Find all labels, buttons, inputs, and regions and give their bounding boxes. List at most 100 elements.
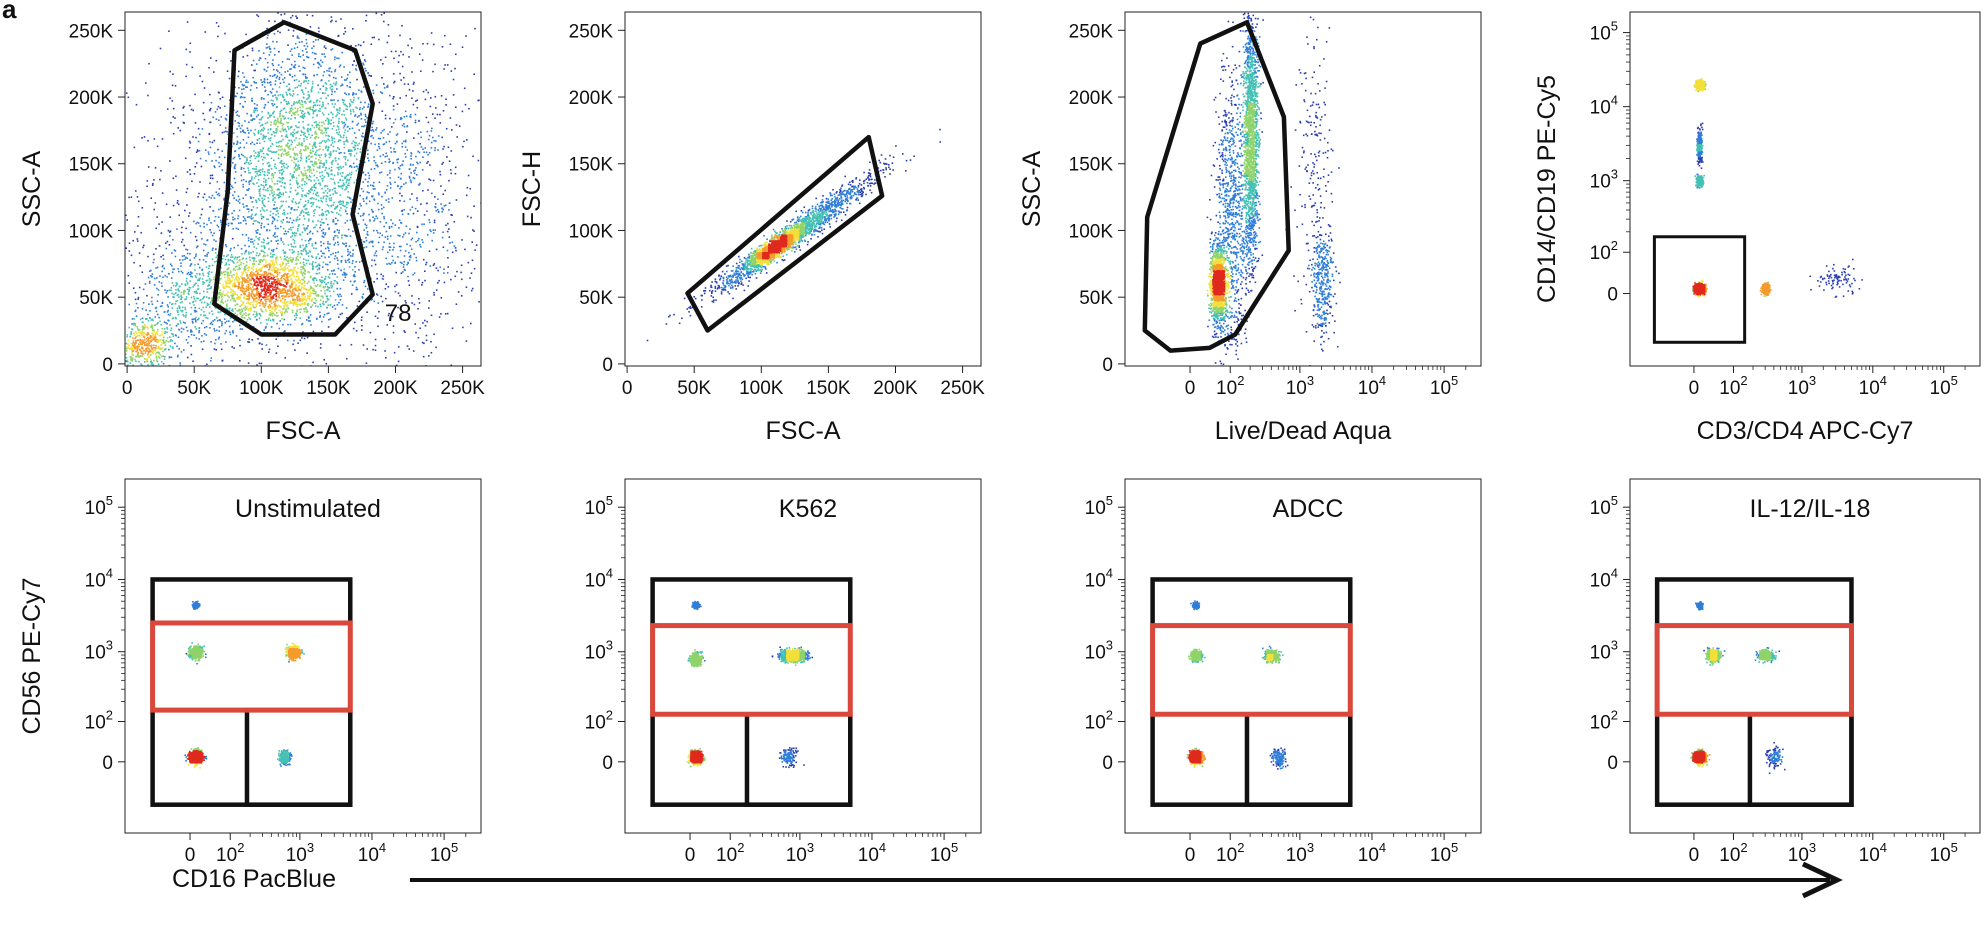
event-dot <box>239 127 242 130</box>
event-dot <box>275 352 278 354</box>
event-dot <box>185 339 188 341</box>
event-dot <box>414 323 416 325</box>
event-dot <box>285 111 287 114</box>
event-dot <box>330 89 333 91</box>
event-dot <box>279 320 281 322</box>
event-dot <box>300 134 302 137</box>
event-dot <box>388 246 390 248</box>
event-dot <box>373 198 375 200</box>
event-dot <box>386 155 388 157</box>
event-dot <box>362 41 365 43</box>
event-dot <box>324 82 327 84</box>
event-dot <box>317 124 319 126</box>
event-dot <box>256 319 258 321</box>
event-dot <box>253 177 256 179</box>
event-dot <box>275 258 277 260</box>
event-dot <box>306 14 308 16</box>
event-dot <box>202 319 204 322</box>
event-dot <box>417 239 419 242</box>
event-dot <box>281 314 283 317</box>
event-dot <box>320 160 322 162</box>
event-dot <box>128 326 130 329</box>
event-dot <box>233 197 235 199</box>
event-dot <box>283 162 285 165</box>
event-dot <box>434 147 436 149</box>
event-dot <box>387 286 390 288</box>
event-dot <box>395 364 398 366</box>
event-dot <box>330 119 332 122</box>
event-dot <box>314 261 317 264</box>
event-dot <box>252 217 254 219</box>
event-dot <box>281 311 284 313</box>
event-dot <box>287 89 290 91</box>
event-dot <box>168 244 171 246</box>
event-dot <box>371 184 374 187</box>
event-dot <box>218 188 221 190</box>
event-dot <box>200 213 203 216</box>
event-dot <box>135 190 137 192</box>
event-dot <box>248 316 250 319</box>
event-dot <box>307 201 309 204</box>
event-dot <box>158 245 161 247</box>
event-dot <box>409 163 412 166</box>
event-dot <box>467 174 470 177</box>
event-dot <box>372 137 375 139</box>
event-dot <box>414 169 416 171</box>
event-dot <box>295 202 298 205</box>
event-dot <box>298 80 300 83</box>
event-dot <box>300 271 303 273</box>
event-dot <box>221 359 224 362</box>
event-dot <box>257 243 259 245</box>
event-dot <box>302 66 304 69</box>
event-dot <box>301 89 304 91</box>
event-dot <box>401 25 403 27</box>
event-dot <box>313 282 315 285</box>
event-dot <box>262 255 265 258</box>
event-dot <box>237 228 239 230</box>
event-dot <box>362 62 364 65</box>
event-dot <box>232 297 234 300</box>
event-dot <box>266 61 269 64</box>
event-dot <box>129 335 131 338</box>
event-dot <box>307 259 309 262</box>
event-dot <box>168 364 171 366</box>
event-dot <box>254 316 256 318</box>
event-dot <box>344 162 347 164</box>
event-dot <box>341 84 344 86</box>
event-dot <box>220 207 222 210</box>
event-dot <box>372 245 374 248</box>
event-dot <box>344 205 346 208</box>
event-dot <box>392 122 395 124</box>
event-dot <box>255 155 258 158</box>
event-dot <box>302 279 305 281</box>
event-dot <box>300 283 303 285</box>
event-dot <box>373 281 375 283</box>
event-dot <box>169 97 171 100</box>
event-dot <box>430 130 433 132</box>
event-dot <box>291 311 294 314</box>
event-dot <box>170 121 172 124</box>
event-dot <box>243 313 245 315</box>
event-dot <box>310 287 313 289</box>
event-dot <box>261 128 263 131</box>
event-dot <box>321 180 324 182</box>
event-dot <box>384 155 387 158</box>
event-dot <box>345 104 347 107</box>
event-dot <box>239 312 241 314</box>
event-dot <box>278 180 281 183</box>
event-dot <box>152 363 155 366</box>
event-dot <box>126 361 129 363</box>
event-dot <box>237 75 239 78</box>
event-dot <box>280 140 283 143</box>
event-dot <box>308 271 310 274</box>
event-dot <box>333 106 335 108</box>
event-dot <box>311 51 314 54</box>
event-dot <box>276 189 279 191</box>
event-dot <box>161 350 164 353</box>
event-dot <box>260 79 262 81</box>
event-dot <box>392 331 395 334</box>
event-dot <box>302 106 304 108</box>
event-dot <box>202 274 205 277</box>
event-dot <box>385 297 387 300</box>
event-dot <box>449 169 452 171</box>
